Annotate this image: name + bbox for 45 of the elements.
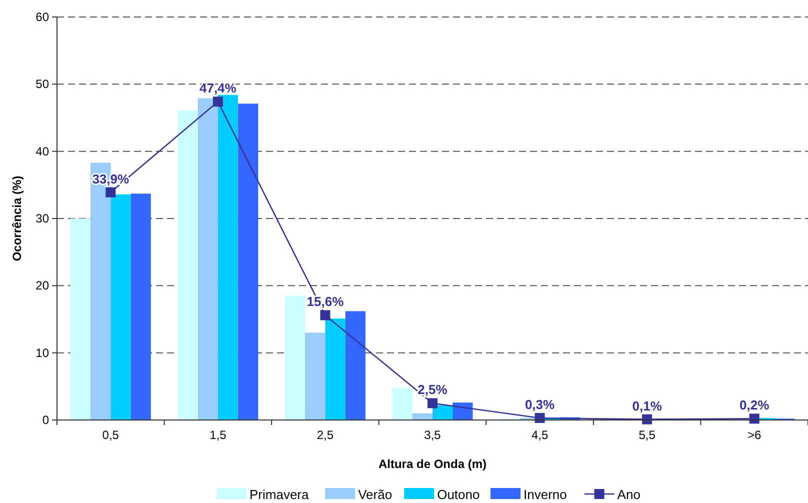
legend-label: Ano — [617, 487, 640, 502]
bar — [305, 332, 326, 420]
legend-label: Outono — [437, 487, 480, 502]
point — [534, 412, 545, 423]
legend-label: Inverno — [524, 487, 567, 502]
bar — [325, 318, 346, 420]
y-tick-label: 40 — [36, 144, 50, 158]
x-tick-label: 0,5 — [102, 428, 120, 442]
bar — [110, 194, 131, 420]
bar — [345, 311, 366, 420]
bar — [392, 388, 412, 420]
point — [212, 96, 223, 107]
data-label: 2,5% — [418, 382, 448, 398]
y-tick-label: 50 — [36, 77, 50, 92]
bar — [130, 194, 151, 420]
bar — [238, 104, 258, 420]
y-tick-label: 60 — [36, 10, 50, 24]
y-axis-title: Ocorrência (%) — [10, 176, 24, 262]
data-label: 47,4% — [199, 80, 237, 96]
data-label: 0,2% — [740, 398, 770, 413]
point — [320, 310, 330, 320]
bar — [198, 98, 218, 420]
point — [106, 187, 116, 198]
bar — [178, 110, 198, 420]
y-tick-label: 0 — [42, 413, 50, 427]
bar — [284, 296, 306, 420]
bar — [70, 218, 91, 420]
legend-label: Verão — [358, 487, 392, 502]
bar — [218, 94, 238, 420]
y-tick-label: 10 — [36, 346, 50, 360]
x-tick-label: 5,5 — [638, 428, 656, 442]
x-axis-title: Altura de Onda (m) — [378, 457, 487, 471]
data-label: 0,3% — [524, 396, 556, 412]
x-tick-label: 3,5 — [424, 428, 442, 442]
point — [749, 414, 760, 424]
x-tick-label: 4,5 — [531, 428, 548, 442]
x-tick-label: 1,5 — [210, 428, 227, 442]
x-tick-label: 2,5 — [316, 428, 334, 442]
point — [642, 414, 652, 424]
point — [428, 398, 438, 408]
legend-label: Primavera — [250, 487, 310, 502]
y-tick-label: 20 — [36, 278, 50, 293]
data-label: 0,1% — [632, 398, 662, 414]
y-tick-label: 30 — [36, 212, 50, 226]
x-tick-label: >6 — [748, 428, 762, 442]
